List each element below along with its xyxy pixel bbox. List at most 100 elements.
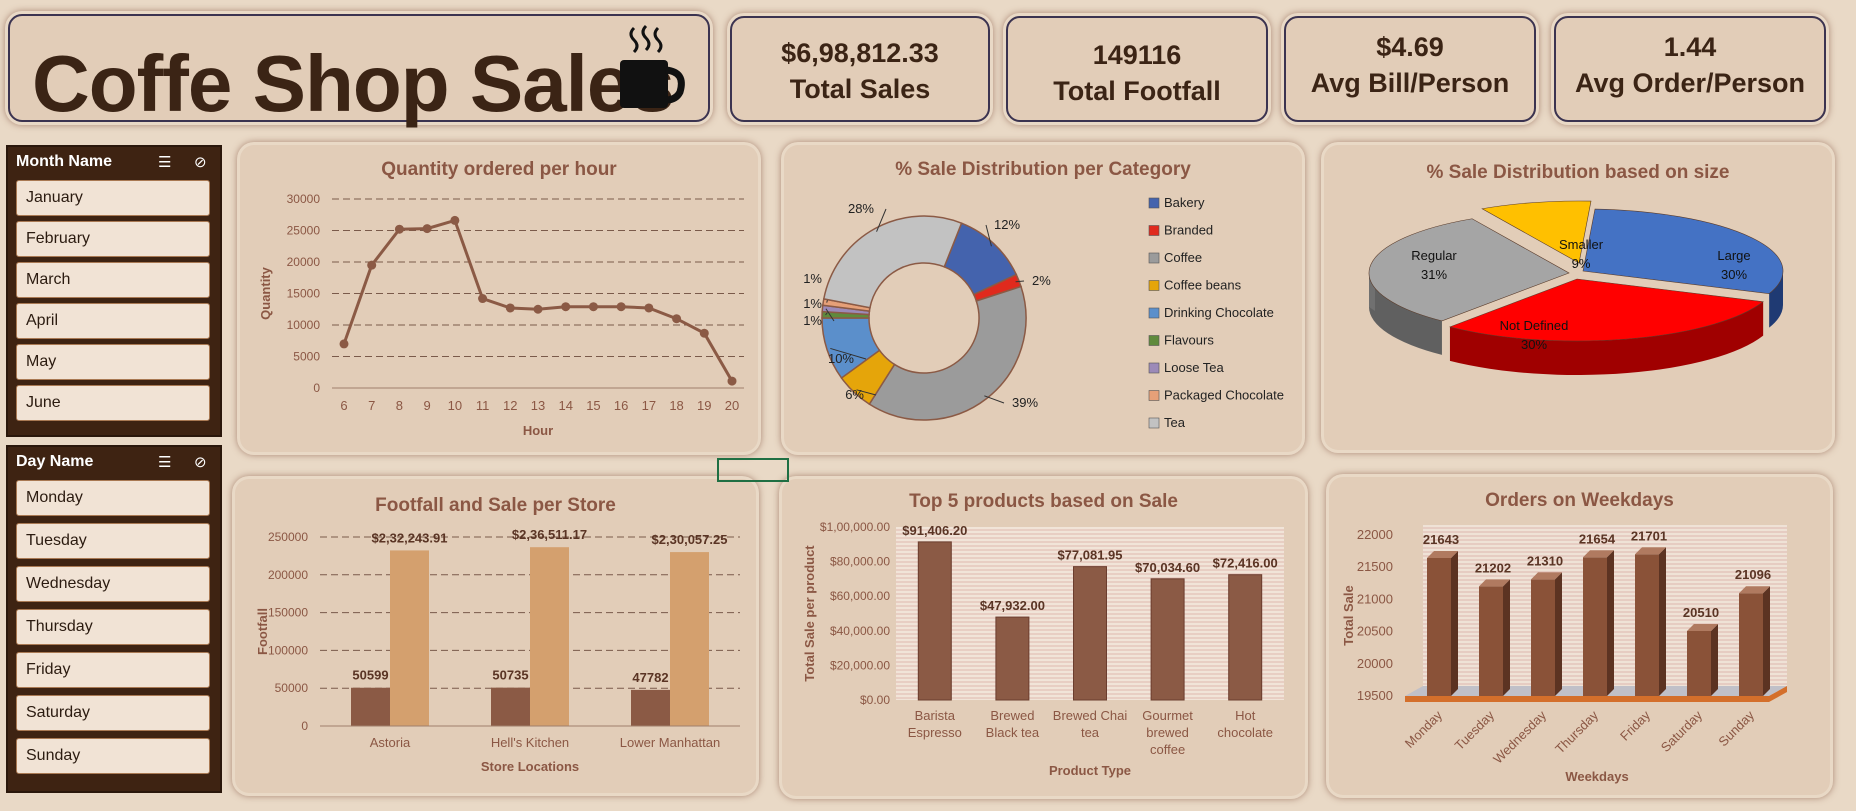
slicer-item-june[interactable]: June — [16, 385, 210, 421]
x-tick-label: Hot — [1235, 708, 1256, 723]
x-tick-label: Friday — [1617, 707, 1653, 743]
bar — [351, 687, 390, 726]
slicer-item-tuesday[interactable]: Tuesday — [16, 523, 210, 559]
data-label: 21654 — [1579, 531, 1616, 546]
slice-label: 12% — [994, 217, 1020, 232]
kpi-value: 149116 — [1092, 40, 1182, 70]
x-tick-label: 16 — [614, 398, 628, 413]
multi-select-icon[interactable]: ☰ — [158, 454, 172, 471]
pie-slice — [1481, 200, 1592, 264]
dashboard-title-card: Coffe Shop Sales — [8, 14, 710, 128]
data-label: $2,30,057.25 — [652, 532, 728, 547]
chart-title: % Sale Distribution based on size — [1426, 162, 1730, 183]
slice-label: 1% — [803, 313, 822, 328]
store-bar-chart: 0 50000 100000 150000 200000 250000 50599 $2,32… — [255, 527, 740, 774]
floor-edge — [1405, 686, 1787, 702]
y-tick-label: 21000 — [1357, 591, 1393, 606]
coffee-cup-icon — [620, 24, 685, 108]
bar-top — [1739, 586, 1770, 594]
x-axis-title: Hour — [523, 423, 553, 438]
y-axis-title: Quantity — [258, 266, 273, 319]
x-tick-label: tea — [1081, 725, 1100, 740]
y-tick-label: 0 — [313, 381, 320, 395]
multi-select-icon[interactable]: ☰ — [158, 154, 172, 171]
data-label: $91,406.20 — [902, 523, 967, 538]
hourly-line-chart: 0 5000 10000 15000 20000 25000 30000 6 7 8 9 10 11 12… — [258, 192, 744, 438]
x-tick-label: coffee — [1150, 742, 1185, 757]
x-axis-title: Store Locations — [481, 759, 579, 774]
data-label: $72,416.00 — [1213, 556, 1278, 571]
kpi-card-avg-order: 1.44 Avg Order/Person — [1554, 16, 1826, 122]
bar-side — [1763, 586, 1770, 696]
legend-swatch — [1148, 280, 1160, 291]
slicer-item-saturday[interactable]: Saturday — [16, 695, 210, 731]
y-tick-label: 150000 — [268, 606, 308, 620]
data-label: 47782 — [632, 670, 668, 685]
slicer-item-march[interactable]: March — [16, 262, 210, 298]
slicer-item-april[interactable]: April — [16, 303, 210, 339]
y-tick-label: 20000 — [1357, 656, 1393, 671]
slicer-item-may[interactable]: May — [16, 344, 210, 380]
x-tick-label: Wednesday — [1490, 707, 1549, 766]
legend-label: Branded — [1164, 223, 1213, 238]
chart-card-category: % Sale Distribution per Category 12% 2% 39… — [784, 145, 1302, 452]
x-tick-label: 7 — [368, 398, 375, 413]
bar — [917, 541, 952, 701]
x-tick-label: 6 — [340, 398, 347, 413]
data-label: 21643 — [1423, 532, 1459, 547]
x-tick-label: Black tea — [986, 725, 1040, 740]
chart-title: Quantity ordered per hour — [381, 159, 617, 180]
slicer-item-february[interactable]: February — [16, 221, 210, 257]
legend-swatch — [1148, 390, 1160, 401]
slice-label: 39% — [1012, 395, 1038, 410]
y-tick-label: $40,000.00 — [830, 624, 890, 638]
slice-category-label: Large — [1717, 248, 1750, 263]
data-point — [672, 314, 682, 324]
data-label: 50735 — [492, 668, 528, 683]
y-tick-label: 20000 — [287, 255, 321, 269]
bar-side — [1555, 572, 1562, 696]
bar-top — [1531, 572, 1562, 580]
chart-card-weekdays: Orders on Weekdays 19500 20000 20500 21000 2… — [1329, 477, 1830, 795]
legend-swatch — [1148, 252, 1160, 264]
clear-filter-icon[interactable]: ⊘ — [194, 154, 207, 171]
clear-filter-icon[interactable]: ⊘ — [194, 454, 207, 471]
slicer-item-sunday[interactable]: Sunday — [16, 738, 210, 774]
y-tick-label: 19500 — [1357, 688, 1393, 703]
bar-side — [1607, 550, 1614, 696]
x-tick-label: 20 — [725, 398, 739, 413]
slicer-item-wednesday[interactable]: Wednesday — [16, 566, 210, 602]
x-tick-label: 15 — [586, 398, 600, 413]
data-point — [616, 302, 626, 312]
x-tick-label: Astoria — [370, 735, 411, 750]
bar-top — [1427, 550, 1458, 558]
slicer-item-friday[interactable]: Friday — [16, 652, 210, 688]
data-point — [367, 260, 377, 270]
x-tick-label: 11 — [476, 398, 490, 413]
data-point — [561, 302, 571, 312]
slicer-item-monday[interactable]: Monday — [16, 480, 210, 516]
y-tick-label: 100000 — [268, 643, 308, 657]
selected-cell[interactable] — [717, 458, 789, 482]
category-donut-chart: 12% 2% 39% 6% 10% 1% 1% 1% 28% Bakery Branded Coffe… — [803, 195, 1284, 430]
y-tick-label: 20500 — [1357, 624, 1393, 639]
pie-slice — [1582, 208, 1784, 294]
y-tick-label: 50000 — [275, 681, 309, 695]
slice-category-label: Regular — [1411, 248, 1457, 263]
slicer-item-january[interactable]: January — [16, 180, 210, 216]
legend-swatch — [1148, 362, 1160, 374]
bar — [631, 689, 670, 726]
kpi-card-total-sales: $6,98,812.33 Total Sales — [730, 16, 990, 122]
bar — [491, 687, 530, 726]
kpi-value: $4.69 — [1376, 32, 1444, 62]
x-axis-title: Weekdays — [1565, 769, 1628, 784]
slicer-item-thursday[interactable]: Thursday — [16, 609, 210, 645]
y-tick-label: 10000 — [287, 318, 321, 332]
data-label: $47,932.00 — [980, 598, 1045, 613]
x-tick-label: 14 — [558, 398, 572, 413]
leader-line — [876, 208, 887, 232]
legend-swatch — [1148, 307, 1160, 319]
y-tick-label: 22000 — [1357, 527, 1393, 542]
y-tick-label: 250000 — [268, 530, 308, 544]
slice-value-label: 30% — [1721, 267, 1747, 282]
